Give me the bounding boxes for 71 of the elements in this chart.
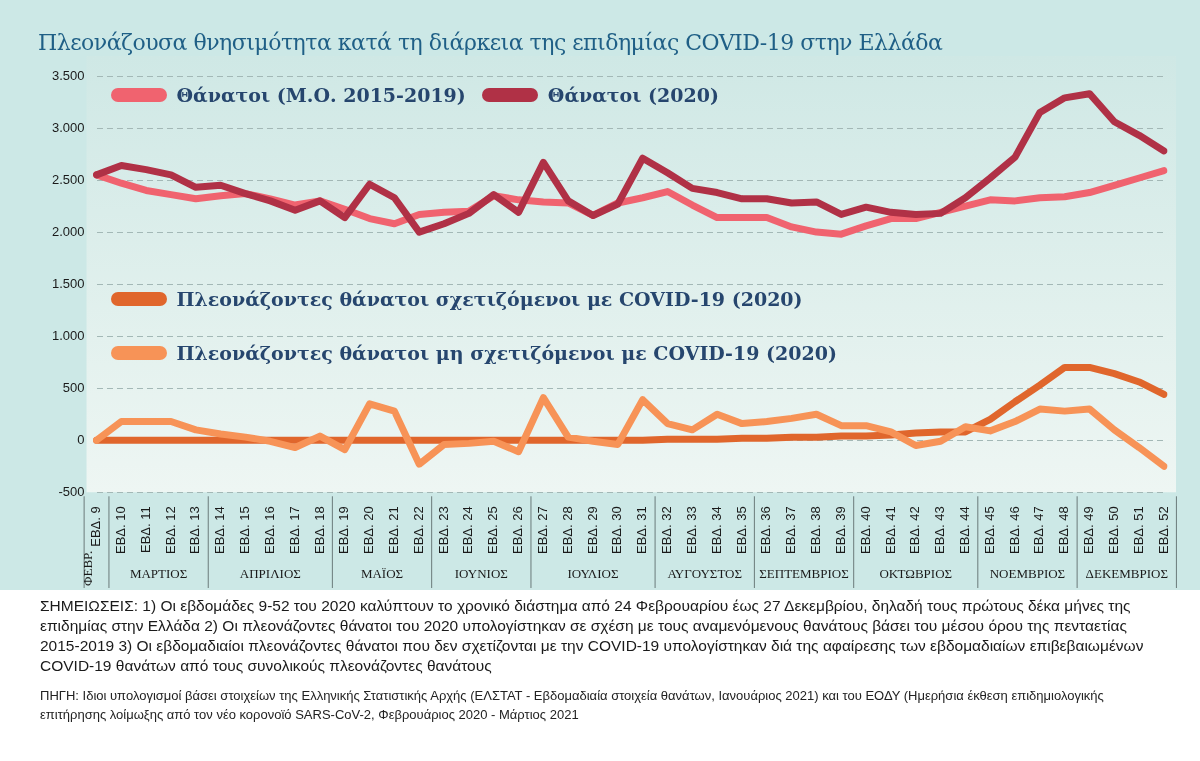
text: ΜΑΡΤΙΟΣ bbox=[129, 566, 188, 582]
text: ΑΥΓΟΥΣΤΟΣ bbox=[667, 566, 743, 582]
x-tick-label: ΕΒΔ. 25 bbox=[485, 506, 501, 555]
x-tick-label: ΕΒΔ. 34 bbox=[708, 506, 724, 555]
x-tick-label: ΕΒΔ. 22 bbox=[410, 506, 426, 555]
x-tick-label: ΕΒΔ. 42 bbox=[907, 506, 923, 555]
legend-label: Πλεονάζοντες θάνατοι σχετιζόμενοι με COVID-19 (2020) bbox=[176, 288, 803, 311]
x-tick-label: ΕΒΔ. 40 bbox=[857, 506, 873, 555]
x-tick-label: ΕΒΔ. 48 bbox=[1056, 506, 1072, 555]
y-tick-label: 500 bbox=[62, 379, 85, 395]
x-tick-label: ΕΒΔ. 29 bbox=[584, 506, 600, 555]
text: ΜΑΪΟΣ bbox=[360, 566, 404, 582]
text: ΙΟΥΛΙΟΣ bbox=[567, 566, 619, 582]
text: ΣΗΜΕΙΩΣΕΙΣ: 1) Οι εβδομάδες 9-52 του 2020 καλύπτουν το χρονικό διάστημα από 24 Φεβρουαρίου έως 27 Δεκεμβρίου, δηλαδή τους πρώτους δέκα μήνες της επιδημίας στην Ελλάδα 2) Οι πλεονάζοντες θάνατοι του 2020 υπολογίστηκαν σε σχέση με τους αναμενόμενους θανάτους βάσει του μέσου όρου της πενταετίας 2015-2019 3) Οι εβδομαδιαίοι πλεονάζοντες θάνατοι που δεν σχετίζονται με την COVID-19 υπολογίστηκαν διά της αφαίρεσης των εβδομαδιαίων επιβεβαιωμένων COVID-19 θανάτων από τους συνολικούς πλεονάζοντες θανάτους bbox=[40, 596, 1145, 676]
x-tick-label: ΕΒΔ. 13 bbox=[187, 506, 203, 555]
x-tick-label: ΕΒΔ. 31 bbox=[634, 506, 650, 555]
x-tick-label: ΕΒΔ. 39 bbox=[832, 506, 848, 555]
y-tick-label: 2.500 bbox=[51, 171, 85, 187]
x-tick-label: ΕΒΔ. 49 bbox=[1081, 506, 1097, 555]
y-tick-label: 2.000 bbox=[51, 223, 85, 239]
text: ΣΕΠΤΕΜΒΡΙΟΣ bbox=[759, 566, 849, 582]
x-tick-label: ΕΒΔ. 47 bbox=[1031, 506, 1047, 555]
text: ΝΟΕΜΒΡΙΟΣ bbox=[989, 566, 1066, 582]
text: ΔΕΚΕΜΒΡΙΟΣ bbox=[1085, 566, 1168, 582]
x-tick-label: ΕΒΔ. 36 bbox=[758, 506, 774, 555]
x-tick-label: ΕΒΔ. 24 bbox=[460, 506, 476, 555]
legend-label: Πλεονάζοντες θάνατοι μη σχετιζόμενοι με COVID-19 (2020) bbox=[176, 342, 837, 365]
x-tick-label: ΕΒΔ. 9 bbox=[88, 506, 104, 547]
y-tick-label: 0 bbox=[77, 431, 85, 447]
x-tick-label: ΕΒΔ. 35 bbox=[733, 506, 749, 555]
x-tick-label: ΕΒΔ. 16 bbox=[261, 506, 277, 555]
x-tick-label: ΕΒΔ. 33 bbox=[683, 506, 699, 555]
legend-label: Θάνατοι (Μ.Ο. 2015-2019) bbox=[176, 84, 466, 107]
x-tick-label: ΕΒΔ. 50 bbox=[1105, 506, 1121, 555]
x-tick-label: ΕΒΔ. 51 bbox=[1130, 506, 1146, 555]
x-tick-label: ΕΒΔ. 12 bbox=[162, 506, 178, 555]
x-tick-label: ΕΒΔ. 20 bbox=[361, 506, 377, 555]
x-tick-label: ΕΒΔ. 15 bbox=[237, 506, 253, 555]
x-tick-label: ΕΒΔ. 10 bbox=[112, 506, 128, 555]
y-tick-label: 3.000 bbox=[51, 119, 85, 135]
x-tick-label: ΕΒΔ. 27 bbox=[534, 506, 550, 555]
x-tick-label: ΕΒΔ. 18 bbox=[311, 506, 327, 555]
x-tick-label: ΕΒΔ. 41 bbox=[882, 506, 898, 555]
text: ΟΚΤΩΒΡΙΟΣ bbox=[879, 566, 953, 582]
chart-title: Πλεονάζουσα θνησιμότητα κατά τη διάρκεια της επιδημίας COVID-19 στην Ελλάδα bbox=[38, 30, 943, 55]
y-tick-label: 1.000 bbox=[51, 327, 85, 343]
x-tick-label: ΕΒΔ. 11 bbox=[137, 506, 153, 554]
x-tick-label: ΕΒΔ. 44 bbox=[956, 506, 972, 555]
x-tick-label: ΕΒΔ. 45 bbox=[981, 506, 997, 555]
text: ΦΕΒΡ. bbox=[79, 550, 95, 586]
y-tick-label: 1.500 bbox=[51, 275, 85, 291]
legend-label: Θάνατοι (2020) bbox=[547, 84, 719, 107]
x-tick-label: ΕΒΔ. 52 bbox=[1155, 506, 1171, 555]
x-tick-label: ΕΒΔ. 19 bbox=[336, 506, 352, 555]
y-tick-label: -500 bbox=[58, 483, 85, 499]
text: ΑΠΡΙΛΙΟΣ bbox=[239, 566, 301, 582]
x-tick-label: ΕΒΔ. 26 bbox=[510, 506, 526, 555]
x-tick-label: ΕΒΔ. 37 bbox=[783, 506, 799, 555]
x-tick-label: ΕΒΔ. 38 bbox=[808, 506, 824, 555]
x-tick-label: ΕΒΔ. 46 bbox=[1006, 506, 1022, 555]
x-tick-label: ΕΒΔ. 30 bbox=[609, 506, 625, 555]
x-tick-label: ΕΒΔ. 32 bbox=[659, 506, 675, 555]
y-tick-label: 3.500 bbox=[51, 67, 85, 83]
x-tick-label: ΕΒΔ. 17 bbox=[286, 506, 302, 555]
x-tick-label: ΕΒΔ. 14 bbox=[212, 506, 228, 555]
x-tick-label: ΕΒΔ. 28 bbox=[559, 506, 575, 555]
x-tick-label: ΕΒΔ. 21 bbox=[386, 506, 402, 555]
text: ΙΟΥΝΙΟΣ bbox=[454, 566, 508, 582]
text: ΠΗΓΗ: Ιδιοι υπολογισμοί βάσει στοιχείων της Ελληνικής Στατιστικής Αρχής (ΕΛΣΤΑΤ - Εβδομαδιαία στοιχεία θανάτων, Ιανουάριος 2021) και του ΕΟΔΥ (Ημερήσια έκθεση επιδημιολογικής επιτήρησης λοίμωξης από τον νέο κορονοϊό SARS-CoV-2, Φεβρουάριος 2020 - Μάρτιος 2021 bbox=[40, 687, 1105, 724]
x-tick-label: ΕΒΔ. 23 bbox=[435, 506, 451, 555]
x-tick-label: ΕΒΔ. 43 bbox=[932, 506, 948, 555]
